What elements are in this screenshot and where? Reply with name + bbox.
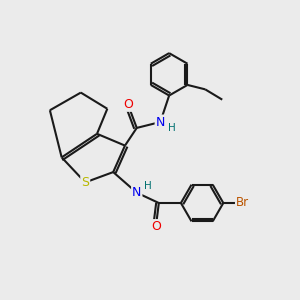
Text: H: H [144,181,152,191]
Text: S: S [81,176,89,189]
Text: H: H [168,123,176,133]
Text: N: N [132,186,141,199]
Text: O: O [151,220,161,233]
Text: N: N [156,116,165,128]
Text: O: O [123,98,133,111]
Text: Br: Br [236,196,249,209]
